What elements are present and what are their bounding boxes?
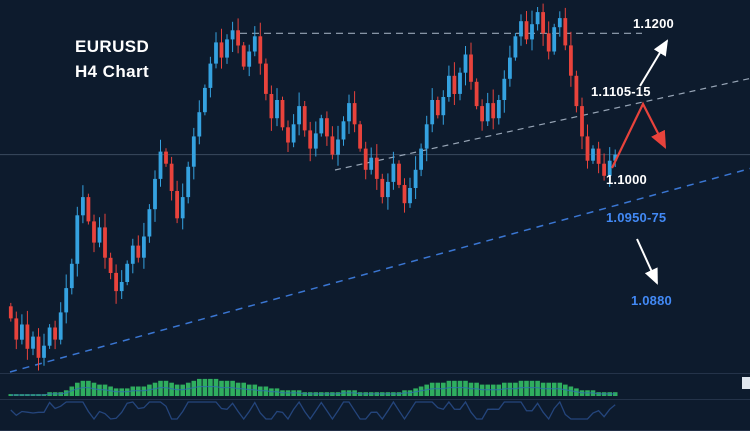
chart-title: EURUSD H4 Chart — [75, 34, 149, 84]
demand-zone-label: 1.0950-75 — [606, 210, 667, 225]
timeframe-label: H4 Chart — [75, 62, 150, 81]
resistance-level-label: 1.1200 — [633, 16, 674, 31]
symbol-label: EURUSD — [75, 37, 150, 56]
support-level-label: 1.1000 — [606, 172, 647, 187]
target-level-label: 1.0880 — [631, 293, 672, 308]
supply-zone-label: 1.1105-15 — [591, 84, 651, 99]
